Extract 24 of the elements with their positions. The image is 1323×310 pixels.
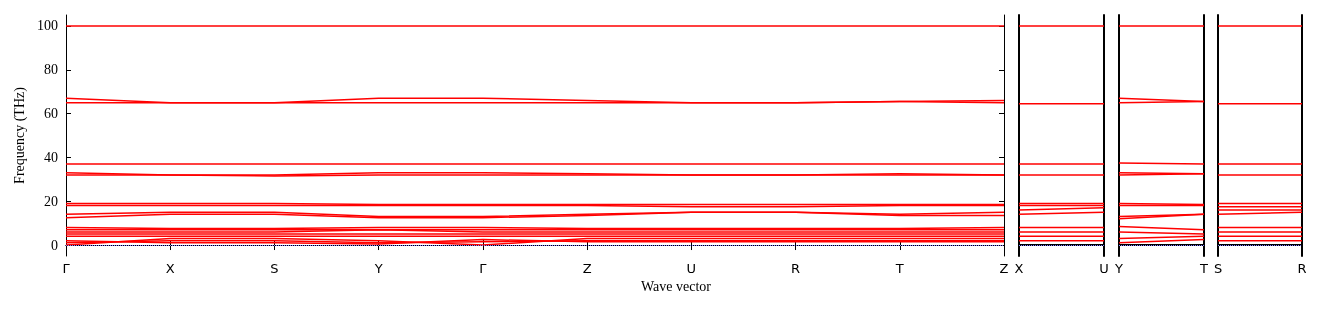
x-tick-label: T [1199, 261, 1209, 276]
x-tick-label: Z [582, 261, 592, 276]
y-tick-label: 80 [44, 62, 58, 78]
y-tick-label: 100 [37, 18, 58, 34]
y-axis-title: Frequency (THz) [11, 86, 28, 184]
x-tick-label: U [1099, 261, 1109, 276]
x-tick-label: T [894, 261, 904, 276]
x-tick-label: U [686, 261, 697, 276]
x-tick-label: Z [999, 261, 1009, 276]
x-tick-label: S [1213, 261, 1223, 276]
y-tick-label: 60 [44, 106, 58, 122]
y-tick-label: 40 [44, 149, 58, 165]
x-tick-label: X [165, 261, 175, 276]
x-tick-label: S [270, 261, 279, 276]
x-axis-title: Wave vector [641, 278, 712, 294]
y-tick-label: 20 [44, 193, 58, 209]
x-tick-label: Y [1114, 261, 1124, 276]
x-tick-label: R [791, 261, 801, 276]
x-tick-label: Γ [62, 261, 71, 276]
x-tick-label: Γ [479, 261, 488, 276]
x-tick-label: R [1297, 261, 1307, 276]
x-tick-label: Y [373, 261, 383, 276]
y-tick-label: 0 [51, 237, 58, 253]
x-tick-label: X [1014, 261, 1024, 276]
